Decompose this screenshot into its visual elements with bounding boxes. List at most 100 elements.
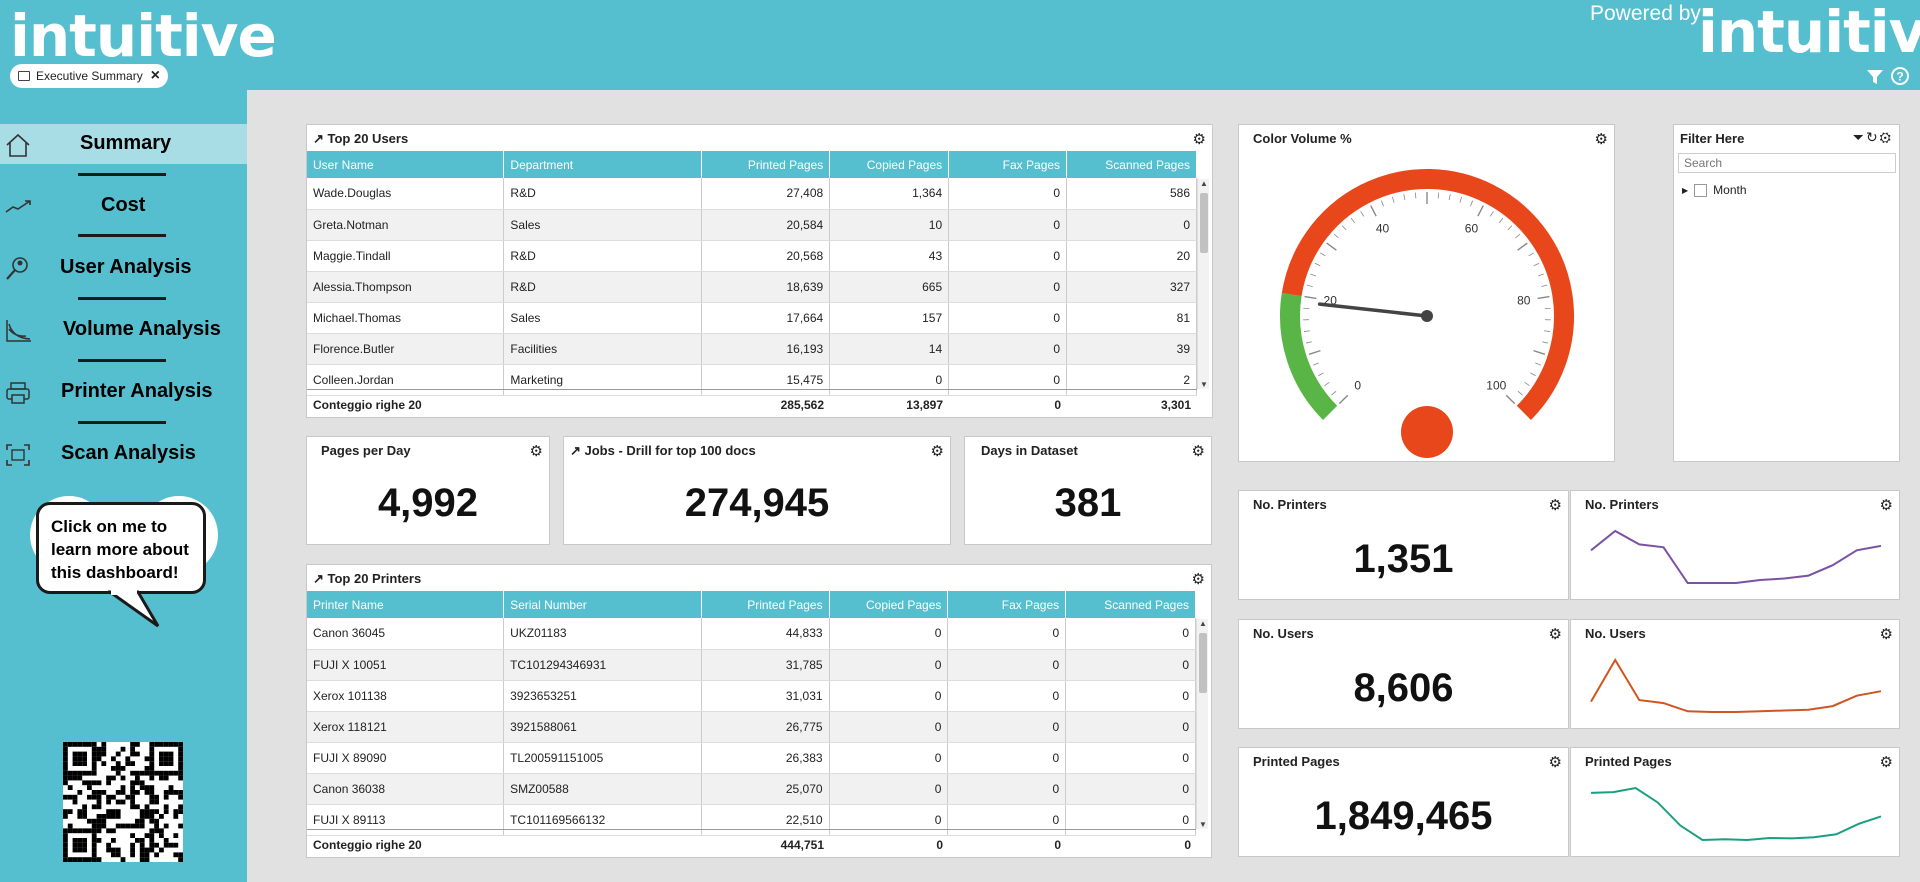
qr-code[interactable]	[63, 742, 183, 862]
table-row[interactable]: Michael.Thomas Sales 17,664 157 0 81	[307, 302, 1197, 334]
table-row[interactable]: Canon 36045 UKZ01183 44,833 0 0 0	[307, 618, 1196, 650]
user-search-icon	[6, 257, 28, 280]
sidebar-item-summary[interactable]: Summary	[0, 124, 247, 164]
table-row[interactable]: FUJI X 10051 TC101294346931 31,785 0 0 0	[307, 649, 1196, 681]
tree-item-month[interactable]: ▶ Month	[1682, 183, 1747, 197]
gauge-tick	[1459, 196, 1462, 203]
table-row[interactable]: Colleen.Jordan Marketing 15,475 0 0 2	[307, 364, 1197, 396]
column-header[interactable]: Fax Pages	[948, 151, 1068, 178]
help-icon[interactable]: ?	[1890, 66, 1910, 86]
scroll-up-icon[interactable]: ▲	[1200, 179, 1208, 188]
gear-icon[interactable]: ⚙	[1191, 443, 1205, 460]
table-row[interactable]: Wade.Douglas R&D 27,408 1,364 0 586	[307, 178, 1197, 210]
table-row[interactable]: Greta.Notman Sales 20,584 10 0 0	[307, 209, 1197, 241]
divider	[78, 234, 166, 237]
gear-icon[interactable]: ⚙	[529, 443, 543, 460]
gauge-tick	[1313, 362, 1319, 366]
scroll-down-icon[interactable]: ▼	[1200, 380, 1208, 389]
total-label: Conteggio righe 20	[313, 838, 422, 852]
top-users-title[interactable]: ↗ Top 20 Users	[313, 131, 409, 146]
column-header[interactable]: Copied Pages	[829, 151, 950, 178]
table-row[interactable]: Xerox 101138 3923653251 31,031 0 0 0	[307, 680, 1196, 712]
table-cell: Colleen.Jordan	[307, 364, 505, 396]
gear-icon[interactable]: ⚙	[1548, 497, 1562, 514]
table-cell: FUJI X 89113	[307, 804, 505, 836]
column-header[interactable]: Printed Pages	[701, 151, 831, 178]
table-row[interactable]: Xerox 118121 3921588061 26,775 0 0 0	[307, 711, 1196, 743]
scroll-down-icon[interactable]: ▼	[1199, 820, 1207, 829]
column-header[interactable]: Fax Pages	[947, 591, 1067, 618]
gear-icon[interactable]: ⚙	[1879, 497, 1893, 514]
table-row[interactable]: Florence.Butler Facilities 16,193 14 0 39	[307, 333, 1197, 365]
column-header[interactable]: Scanned Pages	[1066, 151, 1197, 178]
gear-icon[interactable]: ⚙	[1548, 754, 1562, 771]
printers-scrollbar[interactable]: ▲ ▼	[1196, 619, 1208, 829]
gear-icon[interactable]: ⚙	[1879, 754, 1893, 771]
top-printers-title[interactable]: ↗ Top 20 Printers	[313, 571, 422, 586]
gauge-tick	[1437, 192, 1440, 199]
gear-icon[interactable]: ⚙	[1879, 129, 1893, 145]
column-header[interactable]: Printed Pages	[701, 591, 830, 618]
help-speech-bubble[interactable]: Click on me to learn more about this das…	[36, 502, 206, 594]
expand-caret-icon[interactable]: ▶	[1682, 185, 1689, 195]
table-row[interactable]: Alessia.Thompson R&D 18,639 665 0 327	[307, 271, 1197, 303]
column-header[interactable]: Copied Pages	[829, 591, 949, 618]
table-cell: 0	[829, 618, 949, 650]
sidebar-item-printer-analysis[interactable]: Printer Analysis	[0, 372, 247, 412]
table-row[interactable]: FUJI X 89113 TC101169566132 22,510 0 0 0	[307, 804, 1196, 836]
table-cell: 0	[1065, 649, 1196, 681]
refresh-icon[interactable]: ↻	[1865, 129, 1880, 145]
sidebar-item-scan-analysis[interactable]: Scan Analysis	[0, 434, 247, 474]
gear-icon[interactable]: ⚙	[1879, 626, 1893, 643]
table-cell: Michael.Thomas	[307, 302, 505, 334]
table-row[interactable]: Canon 36038 SMZ00588 25,070 0 0 0	[307, 773, 1196, 805]
gauge-tick	[1489, 211, 1494, 217]
column-header[interactable]: Department	[503, 151, 703, 178]
sidebar-item-cost[interactable]: Cost	[0, 186, 247, 226]
gear-icon[interactable]: ⚙	[930, 443, 944, 460]
table-cell: 0	[829, 649, 949, 681]
gauge-tick-label: 0	[1354, 378, 1361, 392]
printers-total-row: Conteggio righe 20 444,751 0 0 0	[307, 829, 1196, 857]
table-row[interactable]: Maggie.Tindall R&D 20,568 43 0 20	[307, 240, 1197, 272]
gear-icon[interactable]: ⚙	[1192, 131, 1206, 148]
column-header[interactable]: Printer Name	[307, 591, 505, 618]
sidebar-item-volume-analysis[interactable]: Volume Analysis	[0, 310, 247, 350]
gear-icon[interactable]: ⚙	[1594, 131, 1608, 148]
scroll-up-icon[interactable]: ▲	[1199, 619, 1207, 628]
gauge-title: Color Volume %	[1253, 131, 1352, 146]
powered-by-logo: Powered by intuitive	[1590, 0, 1920, 66]
filter-title: Filter Here	[1680, 131, 1745, 146]
color-volume-panel: Color Volume % ⚙ 0 20 40 60 80 100	[1238, 124, 1615, 462]
sidebar-item-label: Scan Analysis	[61, 442, 196, 464]
column-header[interactable]: User Name	[307, 151, 505, 178]
filter-search-input[interactable]	[1678, 153, 1896, 173]
table-cell: 0	[948, 209, 1068, 241]
scroll-thumb[interactable]	[1200, 193, 1208, 253]
sidebar-item-user-analysis[interactable]: User Analysis	[0, 248, 247, 288]
column-header[interactable]: Scanned Pages	[1065, 591, 1196, 618]
table-row[interactable]: FUJI X 89090 TL200591151005 26,383 0 0 0	[307, 742, 1196, 774]
sidebar-item-label: Summary	[80, 132, 172, 154]
table-cell: FUJI X 10051	[307, 649, 505, 681]
gauge-needle-hub	[1421, 310, 1433, 322]
scroll-thumb[interactable]	[1199, 633, 1207, 693]
filter-icon[interactable]	[1866, 68, 1884, 86]
gauge-tick	[1541, 284, 1548, 288]
table-cell: Greta.Notman	[307, 209, 505, 241]
gauge-tick	[1304, 295, 1317, 300]
table-cell: SMZ00588	[503, 773, 702, 805]
kpi-title[interactable]: ↗ Jobs - Drill for top 100 docs	[570, 443, 756, 458]
gear-icon[interactable]: ⚙	[1191, 571, 1205, 588]
executive-summary-tab[interactable]: Executive Summary ×	[10, 64, 168, 88]
table-cell: R&D	[503, 271, 703, 303]
tab-label: Executive Summary	[36, 69, 143, 83]
close-icon[interactable]: ×	[150, 67, 160, 84]
users-scrollbar[interactable]: ▲ ▼	[1197, 179, 1209, 389]
powered-by-label: Powered by	[1590, 2, 1701, 25]
gear-icon[interactable]: ⚙	[1548, 626, 1562, 643]
filter-icon[interactable]: ⏷	[1852, 129, 1866, 145]
total-value: 444,751	[780, 838, 824, 852]
month-checkbox[interactable]	[1694, 183, 1708, 197]
column-header[interactable]: Serial Number	[503, 591, 702, 618]
